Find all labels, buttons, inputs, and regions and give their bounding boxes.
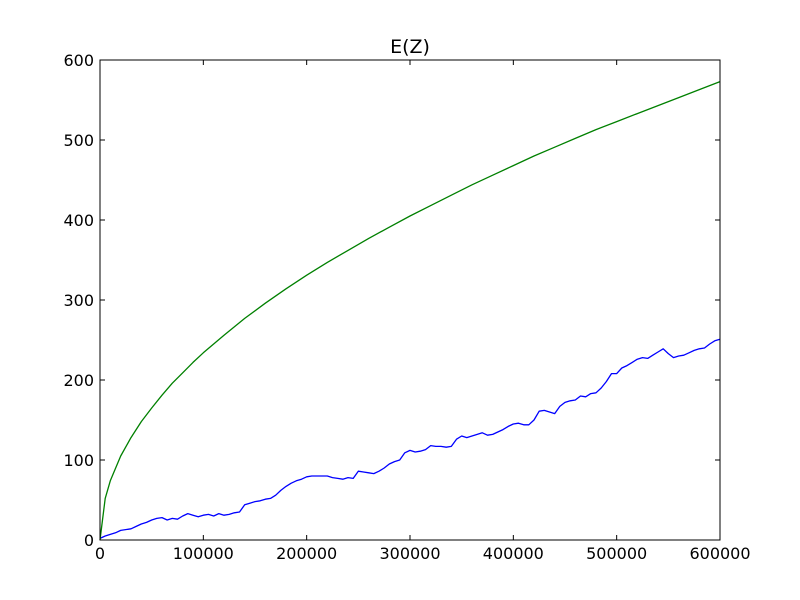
plot-frame — [99, 59, 721, 541]
y-tick-label-1: 100 — [63, 451, 94, 470]
x-tick-label-3: 300000 — [379, 544, 440, 563]
x-tick-label-4: 400000 — [483, 544, 544, 563]
y-tick-label-3: 300 — [63, 291, 94, 310]
series-line-2 — [99, 80, 721, 541]
chart-title: E(Z) — [390, 36, 430, 58]
y-tick-label-0: 0 — [84, 531, 94, 550]
x-tick-label-0: 0 — [95, 544, 105, 563]
x-axis: 0 100000 200000 300000 400000 500000 600000 — [95, 60, 751, 563]
x-tick-label-5: 500000 — [586, 544, 647, 563]
y-tick-label-6: 600 — [63, 51, 94, 70]
x-tick-label-2: 200000 — [276, 544, 337, 563]
x-tick-label-1: 100000 — [173, 544, 234, 563]
y-tick-label-2: 200 — [63, 371, 94, 390]
y-tick-label-4: 400 — [63, 211, 94, 230]
x-tick-label-6: 600000 — [689, 544, 750, 563]
y-tick-label-5: 500 — [63, 131, 94, 150]
y-axis: 0 100 200 300 400 500 600 — [63, 51, 720, 550]
series-group — [99, 80, 721, 541]
series-line-1 — [99, 338, 721, 539]
